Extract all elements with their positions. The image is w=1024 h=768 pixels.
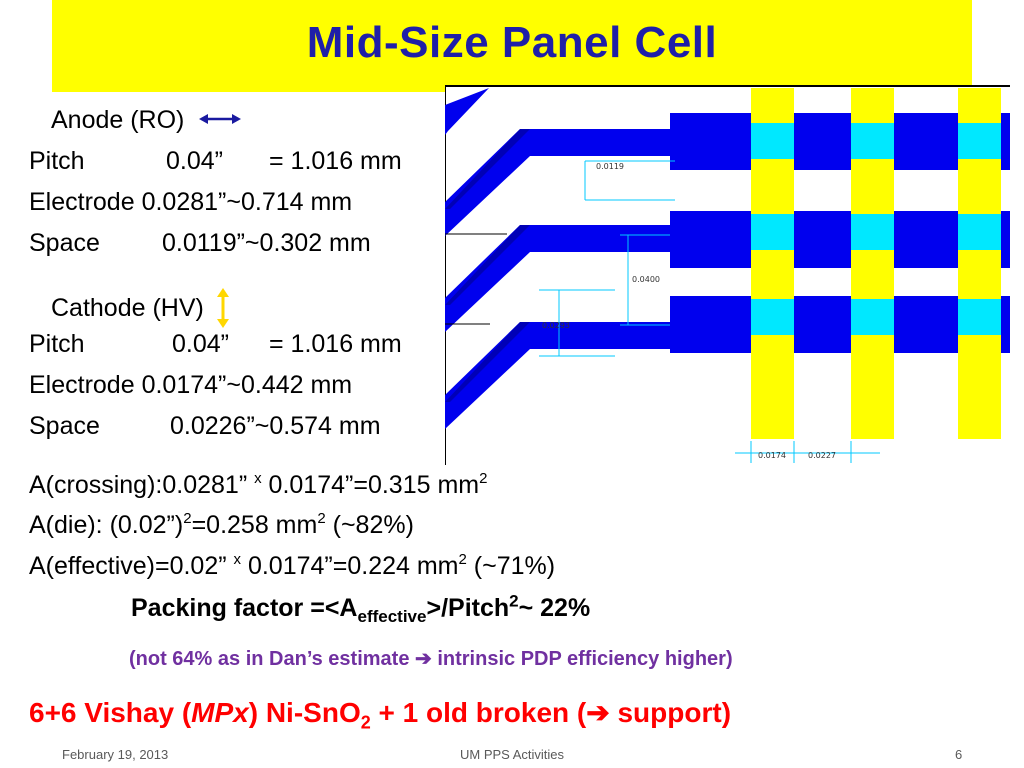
area-crossing-text: A(crossing):0.0281”	[29, 471, 255, 499]
crossing-2-3	[958, 214, 1001, 250]
vishay-italic: MPx	[191, 697, 249, 728]
area-effective-text: A(effective)=0.02”	[29, 552, 234, 580]
area-effective-result: 0.0174”=0.224 mm	[241, 552, 459, 580]
packing-text: Packing factor =<A	[131, 594, 358, 622]
crossing-2-2	[851, 214, 894, 250]
efficiency-note: (not 64% as in Dan’s estimate ➔ intrinsi…	[129, 646, 733, 671]
anode-trace-shading	[445, 129, 530, 402]
crossing-areas	[751, 123, 1001, 335]
crossing-1-3	[958, 123, 1001, 159]
anode-pitch-value: 0.04”	[166, 147, 223, 175]
slide-title: Mid-Size Panel Cell	[306, 18, 718, 67]
cathode-heading: Cathode (HV)	[51, 288, 231, 328]
dim-label-pitch: 0.0400	[632, 275, 660, 284]
vishay-text-1: 6+6 Vishay (	[29, 697, 192, 728]
packing-factor: Packing factor =<Aeffective>/Pitch2~ 22%	[131, 591, 591, 626]
area-crossing-exp: 2	[479, 470, 488, 487]
packing-mid: >/Pitch	[426, 594, 510, 622]
area-effective-line: A(effective)=0.02” x 0.0174”=0.224 mm2 (…	[29, 552, 555, 581]
area-die-percent: (~82%)	[325, 511, 414, 539]
anode-shade-1	[445, 129, 530, 209]
cathode-pitch-mm: = 1.016 mm	[269, 330, 402, 358]
area-effective-exp: 2	[458, 551, 467, 568]
area-die-result: =0.258 mm	[191, 511, 318, 539]
electrode-layout-diagram: 0.0119 0.0400 0.0293 0.0174 0.0227	[445, 85, 1010, 465]
area-crossing-line: A(crossing):0.0281” x 0.0174”=0.315 mm2	[29, 471, 487, 500]
horizontal-double-arrow-icon	[199, 114, 242, 124]
packing-result: ~ 22%	[518, 594, 591, 622]
cathode-heading-text: Cathode (HV)	[51, 294, 204, 322]
note-text-1: (not 64% as in Dan’s estimate	[129, 648, 416, 670]
anode-electrode-1	[670, 113, 1010, 170]
dim-label-cathode-space: 0.0227	[808, 451, 836, 460]
anode-space-row: Space 0.0119”~0.302 mm	[29, 228, 371, 258]
anode-space-value: 0.0119”~0.302 mm	[162, 229, 371, 257]
cathode-pitch-value: 0.04”	[172, 330, 229, 358]
crossing-3-2	[851, 299, 894, 335]
packing-exp: 2	[509, 591, 519, 611]
crossing-1-2	[851, 123, 894, 159]
right-arrow-icon: ➔	[586, 697, 610, 728]
footer-title: UM PPS Activities	[459, 747, 565, 762]
cathode-space-row: Space 0.0226”~0.574 mm	[29, 411, 381, 441]
cathode-electrode-value: 0.0174”~0.442 mm	[141, 371, 353, 399]
right-arrow-icon: ➔	[415, 648, 432, 670]
cathode-electrode-row: Electrode 0.0174”~0.442 mm	[29, 370, 352, 400]
area-die-line: A(die): (0.02”)2=0.258 mm2 (~82%)	[29, 511, 414, 540]
anode-pitch-row: Pitch 0.04” = 1.016 mm	[29, 146, 402, 176]
crossing-3-3	[958, 299, 1001, 335]
cathode-space-value: 0.0226”~0.574 mm	[170, 412, 381, 440]
area-crossing-times: x	[254, 470, 262, 487]
anode-traces	[445, 88, 1010, 429]
dim-label-anode-space: 0.0119	[596, 162, 624, 171]
footer-date: February 19, 2013	[62, 747, 169, 762]
vishay-text-4: support)	[609, 697, 732, 728]
dimension-lines	[539, 160, 880, 463]
area-crossing-result: 0.0174”=0.315 mm	[261, 471, 480, 499]
area-die-text: A(die): (0.02”)	[29, 511, 184, 539]
vishay-text-2: ) Ni-SnO	[248, 697, 361, 728]
anode-electrode-value: 0.0281”~0.714 mm	[141, 188, 353, 216]
vishay-text-3: + 1 old broken (	[370, 697, 587, 728]
vishay-note: 6+6 Vishay (MPx) Ni-SnO2 + 1 old broken …	[29, 696, 732, 732]
packing-sub: effective	[357, 607, 427, 626]
dim-label-anode-width: 0.0293	[542, 321, 570, 330]
anode-heading: Anode (RO)	[51, 106, 242, 135]
cathode-space-label: Space	[29, 412, 100, 440]
area-effective-times: x	[233, 551, 242, 568]
cathode-pitch-row: Pitch 0.04” = 1.016 mm	[29, 329, 402, 359]
note-text-2: intrinsic PDP efficiency higher)	[431, 648, 733, 670]
anode-pitch-label: Pitch	[29, 147, 85, 175]
anode-electrode-label: Electrode	[29, 188, 135, 216]
anode-pitch-mm: = 1.016 mm	[269, 147, 402, 175]
dimension-labels: 0.0119 0.0400 0.0293 0.0174 0.0227	[542, 162, 836, 460]
vertical-double-arrow-icon	[216, 288, 229, 328]
anode-electrode-row: Electrode 0.0281”~0.714 mm	[29, 187, 352, 217]
crossing-2-1	[751, 214, 794, 250]
cathode-pitch-label: Pitch	[29, 330, 85, 358]
anode-trace-partial	[445, 88, 489, 135]
title-banner: Mid-Size Panel Cell	[52, 0, 972, 92]
area-effective-percent: (~71%)	[466, 552, 556, 580]
dim-label-cathode-width: 0.0174	[758, 451, 786, 460]
anode-shade-2	[445, 225, 530, 305]
area-die-exp2: 2	[317, 510, 326, 527]
anode-electrode-3	[670, 296, 1010, 353]
page-number: 6	[955, 747, 963, 762]
anode-electrode-2	[670, 211, 1010, 268]
area-die-exp1: 2	[183, 510, 192, 527]
crossing-3-1	[751, 299, 794, 335]
cathode-electrode-label: Electrode	[29, 371, 135, 399]
anode-heading-text: Anode (RO)	[51, 106, 185, 134]
vishay-sub: 2	[360, 712, 371, 733]
crossing-1-1	[751, 123, 794, 159]
anode-shade-3	[445, 322, 530, 402]
anode-space-label: Space	[29, 229, 100, 257]
